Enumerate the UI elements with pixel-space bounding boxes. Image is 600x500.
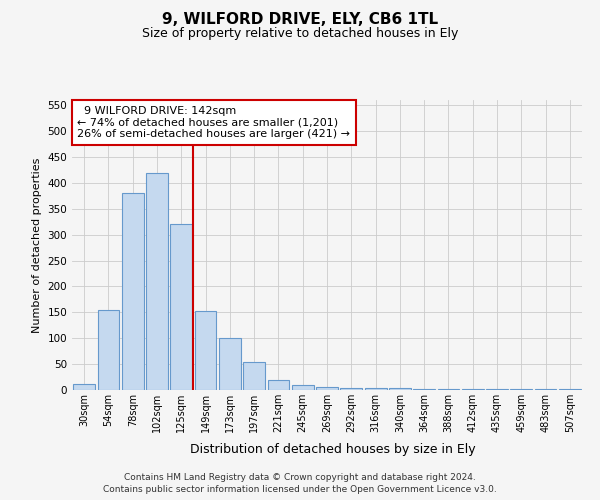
Bar [462, 389, 484, 390]
Bar [73, 384, 95, 390]
Text: 9 WILFORD DRIVE: 142sqm
← 74% of detached houses are smaller (1,201)
26% of semi: 9 WILFORD DRIVE: 142sqm ← 74% of detache… [77, 106, 350, 139]
Text: Contains public sector information licensed under the Open Government Licence v3: Contains public sector information licen… [103, 485, 497, 494]
Bar [170, 224, 192, 390]
Bar [194, 312, 217, 390]
Bar [219, 338, 241, 390]
Text: Contains HM Land Registry data © Crown copyright and database right 2024.: Contains HM Land Registry data © Crown c… [124, 472, 476, 482]
Bar [243, 362, 265, 390]
Y-axis label: Number of detached properties: Number of detached properties [32, 158, 42, 332]
Text: Size of property relative to detached houses in Ely: Size of property relative to detached ho… [142, 28, 458, 40]
Text: 9, WILFORD DRIVE, ELY, CB6 1TL: 9, WILFORD DRIVE, ELY, CB6 1TL [162, 12, 438, 28]
Bar [122, 193, 143, 390]
Bar [559, 389, 581, 390]
Bar [365, 388, 386, 390]
Bar [268, 380, 289, 390]
Bar [97, 310, 119, 390]
Bar [389, 388, 411, 390]
Bar [316, 387, 338, 390]
Text: Distribution of detached houses by size in Ely: Distribution of detached houses by size … [190, 442, 476, 456]
Bar [340, 388, 362, 390]
Bar [292, 385, 314, 390]
Bar [146, 172, 168, 390]
